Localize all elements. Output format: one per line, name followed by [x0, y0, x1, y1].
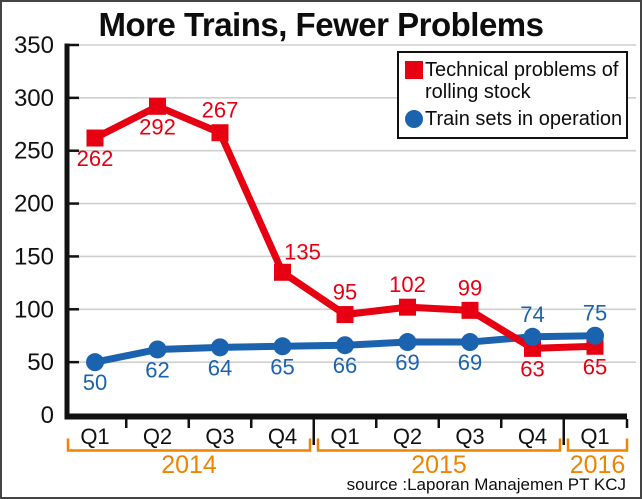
y-axis-label: 350 — [14, 32, 54, 59]
problems-value-label: 95 — [333, 280, 357, 305]
trains-marker — [273, 337, 292, 356]
x-axis-quarter-label: Q4 — [268, 424, 297, 449]
blue-circle-legend-marker — [405, 110, 423, 128]
problems-value-label: 135 — [284, 239, 321, 264]
x-axis-quarter-label: Q4 — [518, 424, 547, 449]
trains-marker — [461, 333, 479, 352]
year-label: 2016 — [570, 451, 626, 479]
chart-title: More Trains, Fewer Problems — [98, 6, 545, 43]
problems-value-label: 262 — [77, 146, 114, 171]
problems-value-label: 65 — [583, 354, 607, 379]
problems-marker — [336, 306, 354, 324]
problems-marker — [149, 97, 166, 115]
x-axis-quarter-label: Q1 — [80, 424, 109, 449]
problems-marker — [274, 263, 291, 281]
trains-marker — [523, 327, 542, 346]
legend-item-problems: Technical problems of rolling stock — [405, 59, 623, 103]
source-note: source :Laporan Manajemen PT KCJ — [346, 475, 626, 494]
legend-label-problems: Technical problems of rolling stock — [425, 59, 619, 103]
year-bracket — [566, 438, 629, 452]
problems-value-label: 267 — [202, 98, 239, 123]
year-label: 2014 — [161, 451, 217, 479]
trains-marker — [336, 336, 354, 355]
problems-value-label: 63 — [520, 356, 544, 381]
trains-value-label: 66 — [333, 353, 357, 378]
trains-value-label: 50 — [83, 370, 107, 395]
y-axis-label: 100 — [14, 296, 54, 323]
year-label: 2015 — [411, 451, 467, 479]
x-axis-quarter-label: Q3 — [205, 424, 234, 449]
problems-marker — [211, 124, 229, 142]
trains-value-label: 62 — [145, 357, 169, 382]
problems-marker — [86, 129, 104, 147]
legend-label-trains: Train sets in operation — [425, 108, 623, 130]
y-axis-label: 200 — [14, 191, 54, 218]
problems-value-label: 292 — [139, 114, 176, 139]
y-axis-label: 150 — [14, 243, 54, 270]
trains-marker — [86, 353, 104, 372]
problems-value-label: 99 — [458, 275, 482, 300]
trains-value-label: 69 — [395, 350, 419, 375]
trains-value-label: 69 — [458, 350, 482, 375]
year-bracket — [316, 438, 562, 452]
trains-marker — [211, 338, 229, 357]
trains-value-label: 65 — [270, 354, 294, 379]
red-square-legend-marker — [405, 61, 423, 79]
x-axis-quarter-label: Q2 — [143, 424, 172, 449]
trains-marker — [398, 333, 417, 352]
problems-marker — [461, 301, 479, 319]
trains-value-label: 74 — [520, 302, 544, 327]
trains-marker — [586, 326, 604, 345]
y-axis-label: 0 — [41, 402, 54, 429]
x-axis-quarter-label: Q3 — [455, 424, 484, 449]
legend-item-trains: Train sets in operation — [405, 108, 623, 130]
y-axis-label: 50 — [27, 349, 54, 376]
legend: Technical problems of rolling stock Trai… — [397, 51, 628, 139]
problems-value-label: 102 — [389, 272, 426, 297]
x-axis-quarter-label: Q1 — [580, 424, 609, 449]
y-axis-label: 300 — [14, 85, 54, 112]
x-axis-quarter-label: Q2 — [393, 424, 422, 449]
year-bracket — [66, 438, 312, 452]
trains-value-label: 64 — [208, 355, 232, 380]
x-axis-quarter-label: Q1 — [330, 424, 359, 449]
trains-marker — [148, 340, 167, 359]
y-axis-label: 250 — [14, 138, 54, 165]
problems-marker — [399, 298, 416, 316]
trains-value-label: 75 — [583, 301, 607, 326]
